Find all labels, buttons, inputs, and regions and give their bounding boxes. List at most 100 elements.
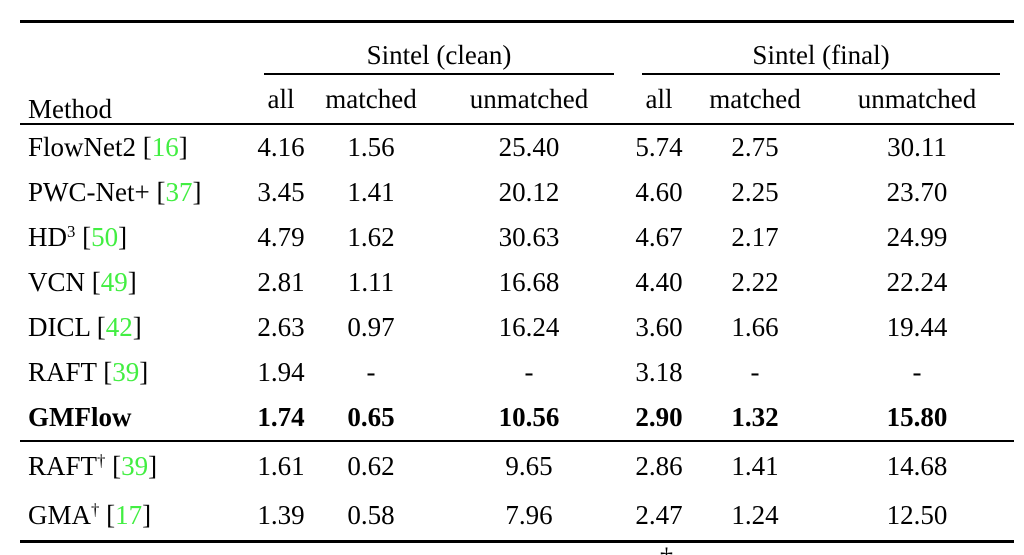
cite-open-bracket: [ <box>142 132 152 162</box>
value-cell: 3.60 <box>635 312 683 342</box>
table-row: VCN [49] 2.81 1.11 16.68 4.40 2.22 22.24 <box>20 260 1014 305</box>
value-cell: 0.58 <box>347 500 395 530</box>
value-cell: 4.40 <box>635 267 683 297</box>
value-cell: 16.24 <box>498 312 560 342</box>
method-name: GMFlow <box>28 402 132 432</box>
citation-link[interactable]: 39 <box>121 451 149 481</box>
value-cell: 2.25 <box>731 177 779 207</box>
citation-link[interactable]: 49 <box>100 267 128 297</box>
group-header-sintel-clean: Sintel (clean) <box>250 22 628 75</box>
method-name: FlowNet2 <box>28 132 136 162</box>
table-row: RAFT† [39] 1.61 0.62 9.65 2.86 1.41 14.68 <box>20 440 1015 491</box>
value-cell: 16.68 <box>498 267 560 297</box>
method-name: DICL <box>28 312 90 342</box>
value-cell: 2.17 <box>731 222 779 252</box>
value-cell: 4.79 <box>257 222 305 252</box>
citation-link[interactable]: 16 <box>151 132 179 162</box>
subcol-clean-unmatched: unmatched <box>430 75 629 125</box>
method-name: PWC-Net+ <box>28 177 150 207</box>
cite-close-bracket: ] <box>148 451 158 481</box>
value-cell: 3.45 <box>257 177 305 207</box>
value-cell: - <box>750 357 760 387</box>
value-cell: 7.96 <box>505 500 553 530</box>
value-cell: 12.50 <box>886 500 948 530</box>
subcol-clean-all: all <box>250 75 312 125</box>
cite-open-bracket: [ <box>156 177 166 207</box>
method-cell: FlowNet2 [16] <box>20 124 250 170</box>
table-row: RAFT [39] 1.94- -3.18- - <box>20 350 1014 395</box>
value-cell: 20.12 <box>498 177 560 207</box>
value-cell: 2.86 <box>628 440 691 491</box>
method-cell: PWC-Net+ [37] <box>20 170 250 215</box>
value-cell: 1.62 <box>347 222 395 252</box>
subcol-final-matched: matched <box>690 75 821 125</box>
method-cell: DICL [42] <box>20 305 250 350</box>
value-cell: 4.16 <box>257 132 305 162</box>
value-cell: 30.63 <box>498 222 560 252</box>
value-cell: 30.11 <box>887 132 947 162</box>
cite-open-bracket: [ <box>106 500 116 530</box>
value-cell: 9.65 <box>430 440 629 491</box>
method-superscript: † <box>91 499 100 519</box>
table-row: DICL [42] 2.63 0.97 16.24 3.60 1.66 19.44 <box>20 305 1014 350</box>
method-name: HD <box>28 222 67 252</box>
cite-open-bracket: [ <box>112 451 122 481</box>
cite-close-bracket: ] <box>118 222 128 252</box>
value-cell: 2.75 <box>731 132 779 162</box>
subcol-clean-matched: matched <box>312 75 430 125</box>
citation-link[interactable]: 50 <box>91 222 119 252</box>
method-cell: VCN [49] <box>20 260 250 305</box>
value-cell: 2.90 <box>635 402 683 432</box>
citation-link[interactable]: 42 <box>105 312 133 342</box>
method-cell: RAFT† [39] <box>20 440 250 491</box>
value-cell: 3.18 <box>635 357 683 387</box>
value-cell: - <box>366 357 376 387</box>
value-cell: 24.99 <box>886 222 948 252</box>
method-column-header: Method <box>20 21 250 125</box>
cite-close-bracket: ] <box>178 132 188 162</box>
method-superscript: † <box>97 450 106 470</box>
value-cell: 0.62 <box>312 440 430 491</box>
subcol-final-unmatched: unmatched <box>820 75 1015 125</box>
group-label-sintel-final: Sintel (final) <box>642 42 1001 75</box>
value-cell: 14.68 <box>820 440 1015 491</box>
footnote-dagger-fragment: † <box>660 545 673 555</box>
method-cell: GMFlow <box>20 395 250 441</box>
citation-link[interactable]: 37 <box>165 177 193 207</box>
value-cell: 1.24 <box>731 500 779 530</box>
value-cell: 2.22 <box>731 267 779 297</box>
value-cell: 1.39 <box>257 500 305 530</box>
value-cell: 1.32 <box>731 402 779 432</box>
method-cell: HD3 [50] <box>20 215 250 260</box>
group-header-sintel-final: Sintel (final) <box>628 22 1014 75</box>
cite-close-bracket: ] <box>142 500 152 530</box>
method-superscript: 3 <box>67 221 76 241</box>
method-cell: GMA† [17] <box>20 491 250 542</box>
value-cell: 1.66 <box>731 312 779 342</box>
value-cell: 5.74 <box>635 132 683 162</box>
cite-open-bracket: [ <box>91 267 101 297</box>
table-header: Method Sintel (clean) Sintel (final) all… <box>20 21 1015 125</box>
table-row: FlowNet2 [16] 4.16 1.56 25.40 5.74 2.75 30.11 <box>20 124 1014 170</box>
subcol-final-all: all <box>628 75 691 125</box>
citation-link[interactable]: 17 <box>115 500 143 530</box>
value-cell: 2.81 <box>257 267 305 297</box>
method-name: GMA <box>28 500 92 530</box>
method-name: RAFT <box>28 357 97 387</box>
value-cell: 4.67 <box>635 222 683 252</box>
value-cell: - <box>524 357 534 387</box>
value-cell: 23.70 <box>886 177 948 207</box>
table-row: HD3 [50] 4.79 1.62 30.63 4.67 2.17 24.99 <box>20 215 1014 260</box>
cite-close-bracket: ] <box>127 267 137 297</box>
value-cell: 4.60 <box>635 177 683 207</box>
value-cell: 15.80 <box>886 402 948 432</box>
value-cell: 2.63 <box>257 312 305 342</box>
cite-open-bracket: [ <box>82 222 92 252</box>
citation-link[interactable]: 39 <box>112 357 140 387</box>
table-row: GMFlow 1.74 0.65 10.56 2.90 1.32 15.80 <box>20 395 1014 441</box>
value-cell: 10.56 <box>498 402 560 432</box>
table-body-finetuned: RAFT† [39] 1.61 0.62 9.65 2.86 1.41 14.68 GMA† … <box>20 440 1015 542</box>
group-header-row: Method Sintel (clean) Sintel (final) <box>20 21 1014 125</box>
value-cell: 25.40 <box>498 132 560 162</box>
